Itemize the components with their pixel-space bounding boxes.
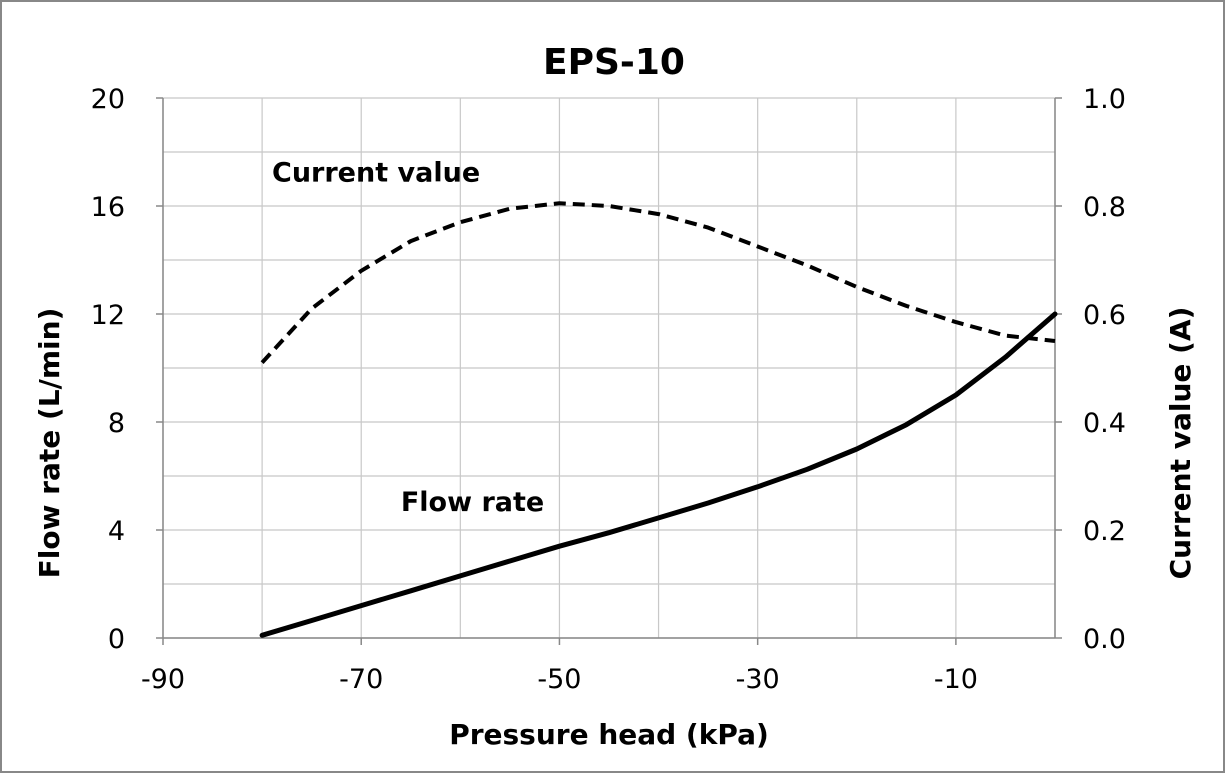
y-right-tick-label: 1.0 xyxy=(1083,84,1126,115)
annotation-label: Flow rate xyxy=(401,487,544,518)
axes xyxy=(156,97,1062,645)
x-tick-label: -90 xyxy=(141,664,185,695)
y-left-tick-label: 0 xyxy=(108,624,125,655)
x-tick-label: -30 xyxy=(736,664,780,695)
x-axis-label: Pressure head (kPa) xyxy=(449,718,769,751)
y-right-tick-label: 0.0 xyxy=(1083,624,1126,655)
y-right-tick-label: 0.4 xyxy=(1083,408,1126,439)
y-left-tick-label: 16 xyxy=(91,192,125,223)
chart-title: EPS-10 xyxy=(543,42,685,83)
y-right-tick-label: 0.6 xyxy=(1083,300,1126,331)
y-right-tick-label: 0.8 xyxy=(1083,192,1126,223)
annotation-label: Current value xyxy=(272,158,480,189)
labels-group: -90 -70 -50 -30 -10 0 4 8 12 16 20 0.0 0.2 0.4 0.6 0.8 1… xyxy=(91,84,1126,695)
y-left-tick-label: 12 xyxy=(91,300,125,331)
x-tick-label: -10 xyxy=(934,664,978,695)
x-tick-label: -50 xyxy=(537,664,581,695)
y-axis-right-label: Current value (A) xyxy=(1164,307,1197,580)
y-axis-left-label: Flow rate (L/min) xyxy=(33,308,66,579)
flow-rate-line xyxy=(259,311,1058,638)
y-left-tick-label: 4 xyxy=(108,516,125,547)
x-tick-label: -70 xyxy=(339,664,383,695)
series-group xyxy=(259,201,1058,638)
current-value-line xyxy=(260,201,1056,364)
y-left-tick-label: 8 xyxy=(108,408,125,439)
y-right-tick-label: 0.2 xyxy=(1083,516,1126,547)
y-left-tick-label: 20 xyxy=(91,84,125,115)
